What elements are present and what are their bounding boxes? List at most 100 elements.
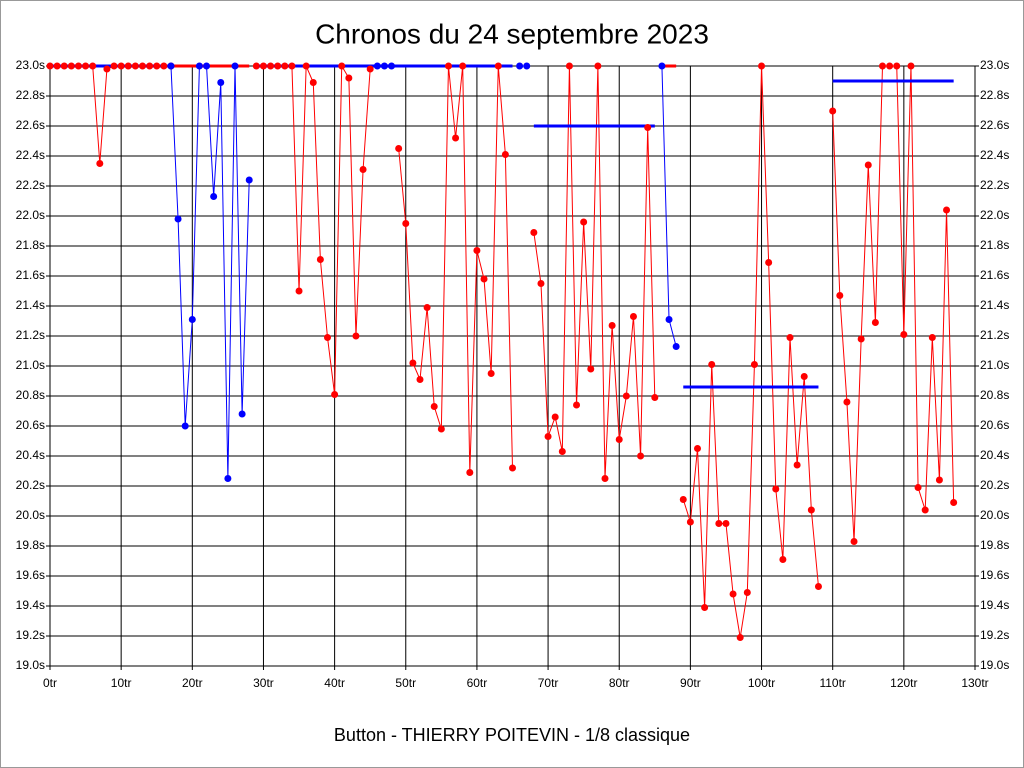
data-point	[359, 166, 367, 173]
data-point	[430, 403, 438, 410]
data-point	[516, 62, 524, 70]
data-point	[188, 316, 196, 323]
y2-tick-label: 21.8s	[980, 238, 1009, 252]
y-tick-label: 23.0s	[16, 58, 45, 72]
data-point	[267, 62, 275, 70]
data-point	[758, 62, 766, 70]
data-point	[864, 161, 872, 169]
data-point	[779, 556, 787, 563]
data-point	[694, 445, 701, 452]
data-point	[587, 365, 595, 373]
data-point	[523, 62, 531, 70]
x-tick-label: 30tr	[253, 676, 274, 690]
x-tick-label: 100tr	[748, 676, 775, 690]
data-point	[274, 62, 282, 70]
data-point	[928, 334, 936, 341]
data-point	[608, 322, 616, 329]
y-tick-label: 19.0s	[16, 658, 45, 672]
data-point	[245, 176, 253, 184]
data-point	[807, 506, 815, 514]
x-tick-label: 60tr	[467, 676, 488, 690]
data-point	[459, 62, 467, 70]
y-tick-label: 22.8s	[16, 88, 45, 102]
y2-tick-label: 21.0s	[980, 358, 1009, 372]
data-point	[366, 65, 374, 73]
data-point	[437, 425, 445, 433]
data-point	[573, 401, 581, 409]
x-tick-label: 90tr	[680, 676, 701, 690]
y2-tick-label: 22.2s	[980, 178, 1009, 192]
x-tick-label: 10tr	[111, 676, 132, 690]
data-point	[736, 634, 744, 641]
data-point	[637, 452, 645, 460]
data-point	[686, 518, 694, 526]
data-point	[210, 193, 218, 200]
y-tick-label: 21.6s	[16, 268, 45, 282]
data-point	[679, 496, 687, 503]
data-point	[594, 62, 602, 70]
data-point	[124, 62, 132, 70]
data-point	[701, 604, 709, 611]
data-point	[914, 484, 922, 491]
data-point	[629, 313, 637, 320]
data-point	[295, 287, 303, 295]
data-point	[615, 436, 623, 443]
data-point	[146, 62, 154, 70]
data-point	[452, 134, 460, 142]
data-point	[373, 62, 381, 70]
data-point	[110, 62, 118, 70]
data-point	[388, 62, 396, 70]
data-point	[281, 62, 289, 70]
data-point	[743, 589, 751, 596]
series-line	[170, 65, 250, 479]
data-point	[117, 62, 125, 70]
data-point	[131, 62, 139, 70]
y-tick-label: 20.6s	[16, 418, 45, 432]
y2-tick-label: 20.2s	[980, 478, 1009, 492]
data-point	[487, 370, 495, 377]
data-point	[601, 475, 609, 482]
data-point	[857, 335, 865, 343]
data-point	[715, 520, 723, 527]
data-point	[67, 62, 75, 70]
data-point	[473, 247, 481, 254]
y-tick-label: 20.0s	[16, 508, 45, 522]
y2-tick-label: 22.8s	[980, 88, 1009, 102]
data-point	[950, 499, 958, 506]
data-point	[352, 332, 360, 340]
data-point	[509, 464, 516, 472]
data-point	[224, 475, 232, 482]
y-tick-label: 21.2s	[16, 328, 45, 342]
data-point	[886, 62, 894, 70]
x-tick-label: 40tr	[324, 676, 345, 690]
y-tick-label: 22.6s	[16, 118, 45, 132]
data-point	[580, 218, 588, 226]
data-point	[423, 304, 431, 311]
data-point	[103, 65, 111, 73]
data-point	[530, 229, 538, 236]
data-point	[786, 334, 794, 341]
y-tick-label: 22.0s	[16, 208, 45, 222]
data-point	[139, 62, 146, 70]
y2-tick-label: 20.4s	[980, 448, 1009, 462]
data-point	[921, 506, 929, 514]
data-point	[651, 394, 659, 401]
data-point	[380, 62, 388, 70]
data-point	[544, 433, 552, 440]
x-tick-label: 70tr	[538, 676, 559, 690]
data-point	[302, 62, 310, 70]
y-tick-label: 19.2s	[16, 628, 45, 642]
y2-tick-label: 19.4s	[980, 598, 1009, 612]
x-tick-label: 130tr	[961, 676, 988, 690]
data-point	[195, 62, 203, 70]
data-point	[324, 334, 331, 341]
data-point	[252, 62, 260, 70]
y2-tick-label: 20.8s	[980, 388, 1009, 402]
data-point	[765, 259, 773, 266]
data-point	[167, 62, 175, 70]
y2-tick-label: 19.6s	[980, 568, 1009, 582]
data-point	[395, 145, 403, 152]
data-point	[96, 160, 104, 167]
data-point	[46, 62, 54, 70]
data-point	[843, 398, 851, 406]
